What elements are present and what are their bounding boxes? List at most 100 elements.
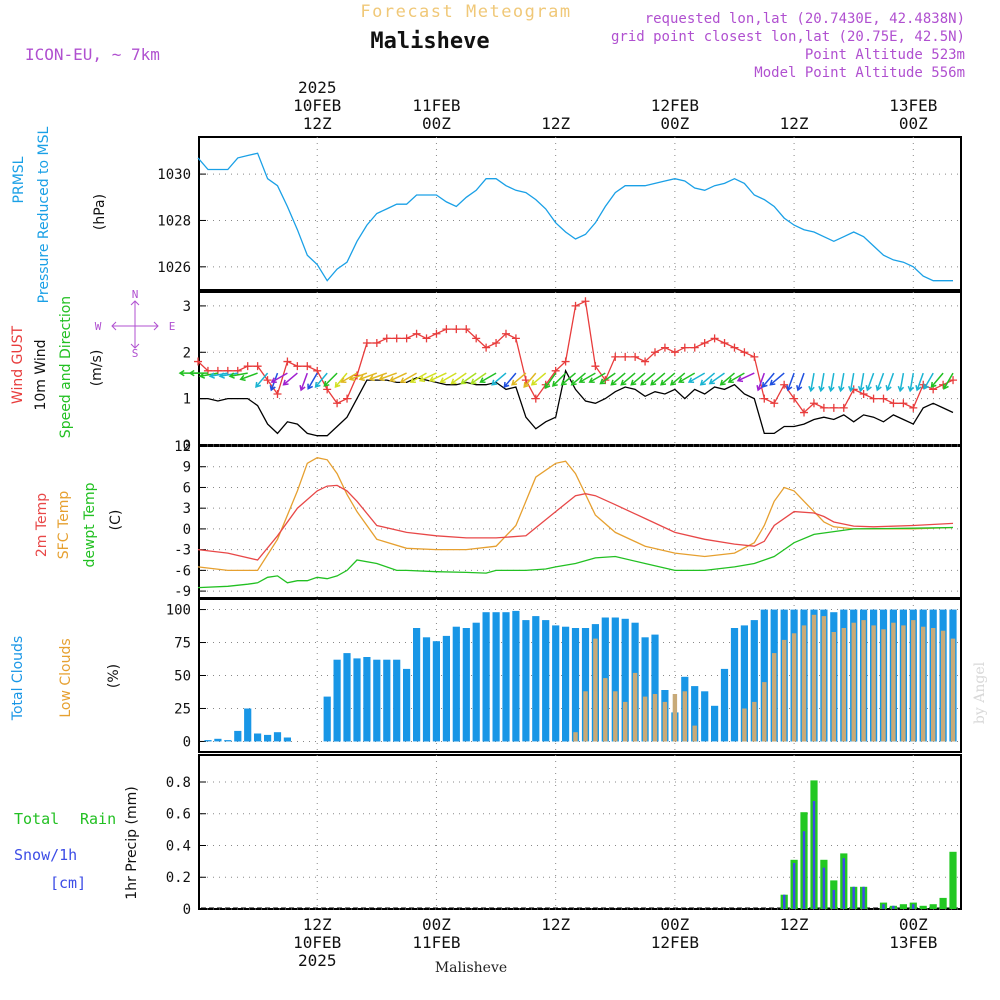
wind-arrow bbox=[368, 372, 388, 382]
p1-label-b: Pressure Reduced to MSL bbox=[36, 126, 52, 303]
time-label-bottom: 00Z bbox=[660, 915, 689, 934]
gust-marker bbox=[710, 334, 719, 343]
bar-snow bbox=[832, 889, 835, 909]
p5-label-cm: [cm] bbox=[50, 874, 86, 892]
series-line-prmsl bbox=[197, 152, 953, 282]
wind-arrow bbox=[818, 372, 825, 393]
y-tick-label: 0.6 bbox=[166, 807, 191, 823]
y-tick-label: 0 bbox=[183, 902, 191, 918]
wind-arrow bbox=[334, 372, 348, 388]
wind-arrow bbox=[828, 372, 835, 393]
bar-total-clouds bbox=[621, 618, 629, 742]
wind-arrow bbox=[897, 372, 905, 393]
wind-arrow bbox=[687, 372, 706, 384]
compass-icon: N S W E bbox=[95, 288, 176, 360]
bar-low-clouds bbox=[593, 638, 598, 742]
gust-marker bbox=[561, 357, 570, 366]
wind-arrow bbox=[786, 372, 795, 392]
gust-marker bbox=[293, 362, 302, 371]
wind-arrow bbox=[677, 372, 696, 384]
time-label-bottom: 12Z bbox=[780, 915, 809, 934]
y-tick-label: 1030 bbox=[157, 167, 191, 183]
bar-total-clouds bbox=[532, 616, 540, 742]
gust-marker bbox=[462, 325, 471, 334]
gust-marker bbox=[571, 301, 580, 310]
model-point-altitude: Model Point Altitude 556m bbox=[754, 65, 965, 81]
y-tick-label: 1026 bbox=[157, 260, 191, 276]
bar-total-rain bbox=[919, 905, 927, 909]
time-label-top: 10FEB bbox=[293, 96, 341, 115]
gust-marker bbox=[591, 362, 600, 371]
p5-label-total: Total bbox=[14, 810, 59, 828]
bar-low-clouds bbox=[692, 725, 697, 742]
wind-arrow bbox=[578, 372, 596, 384]
bar-total-clouds bbox=[651, 634, 659, 742]
gust-marker bbox=[660, 343, 669, 352]
gust-marker bbox=[859, 390, 868, 398]
bar-low-clouds bbox=[931, 628, 936, 742]
p4-unit: (%) bbox=[106, 664, 122, 688]
bar-low-clouds bbox=[762, 682, 767, 742]
bar-snow bbox=[783, 894, 786, 909]
time-label-bottom: 00Z bbox=[899, 915, 928, 934]
wind-arrow bbox=[218, 372, 238, 379]
bar-total-clouds bbox=[403, 668, 411, 742]
wind-arrow bbox=[198, 372, 219, 379]
bar-snow bbox=[842, 858, 845, 909]
wind-arrow bbox=[930, 372, 944, 388]
wind-arrow bbox=[282, 372, 298, 386]
series-line-dewpt-temp bbox=[197, 526, 954, 589]
gust-marker bbox=[333, 399, 342, 408]
p2-unit: (m/s) bbox=[89, 350, 105, 387]
bar-low-clouds bbox=[801, 625, 807, 742]
time-label-bottom: 13FEB bbox=[889, 933, 937, 952]
wind-arrow bbox=[650, 372, 666, 386]
wind-arrow bbox=[699, 372, 716, 386]
time-label-top: 12Z bbox=[303, 114, 332, 133]
location-title: Malisheve bbox=[370, 29, 489, 54]
gust-marker bbox=[253, 362, 262, 371]
bar-low-clouds bbox=[662, 701, 668, 742]
wind-arrow bbox=[736, 372, 755, 383]
bar-low-clouds bbox=[911, 620, 916, 742]
bar-total-clouds bbox=[472, 622, 480, 742]
wind-arrow bbox=[418, 372, 437, 383]
gust-marker bbox=[422, 334, 431, 343]
wind-arrow bbox=[503, 372, 517, 388]
wind-arrow bbox=[865, 372, 875, 392]
y-tick-label: 0 bbox=[183, 734, 191, 750]
bar-total-clouds bbox=[691, 686, 699, 742]
wind-arrow bbox=[228, 372, 248, 379]
gust-marker bbox=[263, 376, 272, 385]
time-label-bottom: 10FEB bbox=[293, 933, 341, 952]
wind-arrow bbox=[915, 372, 924, 392]
bar-snow bbox=[862, 886, 865, 909]
time-label-top: 2025 bbox=[298, 78, 337, 97]
gust-marker bbox=[680, 343, 689, 352]
y-tick-label: 100 bbox=[166, 603, 191, 619]
y-tick-label: 0 bbox=[183, 438, 191, 454]
p4-label-b: Low Clouds bbox=[58, 638, 74, 717]
y-tick-label: 1028 bbox=[157, 213, 191, 229]
bar-low-clouds bbox=[772, 653, 777, 742]
wind-arrow bbox=[208, 372, 228, 379]
wind-arrow bbox=[761, 372, 775, 388]
gust-marker bbox=[770, 399, 779, 408]
panel-frame bbox=[198, 445, 962, 599]
bar-total-clouds bbox=[641, 637, 649, 742]
bar-low-clouds bbox=[940, 630, 946, 742]
time-label-bottom: 2025 bbox=[298, 951, 337, 970]
bar-total-clouds bbox=[283, 737, 291, 742]
bar-total-rain bbox=[949, 851, 957, 909]
wind-arrow bbox=[838, 372, 845, 393]
y-tick-label: 12 bbox=[174, 439, 191, 455]
bar-total-clouds bbox=[452, 626, 460, 742]
point-altitude: Point Altitude 523m bbox=[805, 47, 965, 63]
gust-marker bbox=[343, 394, 352, 403]
gust-marker bbox=[412, 329, 421, 338]
wind-arrow bbox=[348, 372, 368, 382]
wind-arrow bbox=[511, 372, 527, 386]
gust-marker bbox=[909, 403, 918, 412]
bar-total-clouds bbox=[432, 641, 440, 742]
wind-arrow bbox=[551, 372, 567, 387]
